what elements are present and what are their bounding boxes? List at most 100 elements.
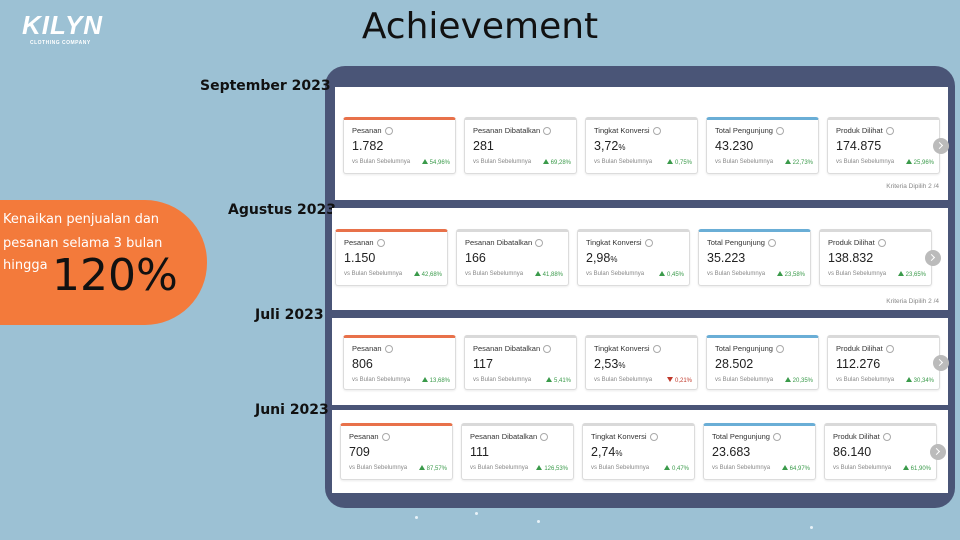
- metric-value: 112.276: [836, 357, 881, 371]
- metric-label: Produk Dilihat: [836, 344, 894, 354]
- change-value: 87,57%: [426, 466, 447, 472]
- metric-compare: vs Bulan Sebelumnya: [465, 271, 524, 277]
- metric-card: Produk Dilihat 112.276 vs Bulan Sebelumnya…: [827, 335, 940, 390]
- metric-change: 13,68%: [421, 377, 450, 384]
- change-value: 54,96%: [429, 160, 450, 166]
- metric-card: Produk Dilihat 174.875 vs Bulan Sebelumnya…: [827, 117, 940, 174]
- help-icon: [652, 345, 661, 354]
- next-button[interactable]: [933, 137, 949, 154]
- change-value: 20,35%: [792, 378, 813, 384]
- metric-compare: vs Bulan Sebelumnya: [591, 465, 650, 471]
- help-icon: [540, 433, 549, 442]
- decoration: [537, 520, 540, 523]
- metric-change: 22,73%: [784, 159, 813, 166]
- metric-label: Total Pengunjung: [715, 344, 784, 354]
- metric-label: Pesanan Dibatalkan: [473, 126, 552, 136]
- metric-card: Pesanan 1.782 vs Bulan Sebelumnya 54,96%: [343, 117, 456, 174]
- metric-value: 117: [473, 357, 493, 371]
- metric-label: Pesanan: [349, 432, 390, 442]
- metric-value: 3,72%: [594, 139, 626, 153]
- metric-card: Pesanan Dibatalkan 117 vs Bulan Sebelumnya…: [464, 335, 577, 390]
- metric-label: Total Pengunjung: [707, 238, 776, 248]
- metric-compare: vs Bulan Sebelumnya: [833, 465, 892, 471]
- metric-compare: vs Bulan Sebelumnya: [828, 271, 887, 277]
- help-icon: [877, 239, 886, 248]
- trend-arrow: [784, 159, 791, 164]
- metric-card: Pesanan Dibatalkan 166 vs Bulan Sebelumnya…: [456, 229, 569, 286]
- metric-value: 86.140: [833, 445, 872, 459]
- change-value: 5,41%: [553, 378, 571, 384]
- next-button[interactable]: [930, 443, 946, 460]
- metric-change: 0,47%: [663, 465, 689, 472]
- metric-compare: vs Bulan Sebelumnya: [586, 271, 645, 277]
- metric-compare: vs Bulan Sebelumnya: [712, 465, 771, 471]
- trend-arrow: [421, 377, 428, 382]
- change-value: 22,73%: [792, 160, 813, 166]
- next-button[interactable]: [933, 354, 949, 371]
- metric-card: Pesanan Dibatalkan 281 vs Bulan Sebelumnya…: [464, 117, 577, 174]
- metric-change: 64,97%: [781, 465, 810, 472]
- metric-label: Produk Dilihat: [828, 238, 886, 248]
- change-value: 126,53%: [544, 466, 568, 472]
- metric-label: Pesanan Dibatalkan: [473, 344, 552, 354]
- metric-label: Produk Dilihat: [833, 432, 891, 442]
- metric-value: 43.230: [715, 139, 754, 153]
- metric-label: Total Pengunjung: [712, 432, 781, 442]
- metric-value: 111: [470, 445, 490, 459]
- metric-card: Total Pengunjung 28.502 vs Bulan Sebelumny…: [706, 335, 819, 390]
- help-icon: [772, 433, 781, 442]
- metric-card: Tingkat Konversi 3,72% vs Bulan Sebelumnya…: [585, 117, 698, 174]
- help-icon: [885, 345, 894, 354]
- metric-value: 1.150: [344, 251, 376, 265]
- trend-arrow: [545, 377, 552, 382]
- metric-change: 69,28%: [542, 159, 571, 166]
- help-icon: [543, 345, 552, 354]
- metric-compare: vs Bulan Sebelumnya: [715, 159, 774, 165]
- change-value: 23,65%: [905, 272, 926, 278]
- metric-label: Pesanan: [352, 344, 393, 354]
- change-value: 0,47%: [671, 466, 689, 472]
- metric-label: Pesanan Dibatalkan: [465, 238, 544, 248]
- help-icon: [384, 127, 393, 136]
- trend-arrow: [542, 159, 549, 164]
- metric-change: 5,41%: [545, 377, 571, 384]
- next-button[interactable]: [925, 249, 941, 266]
- criteria-text: Kriteria Dipilih 2 /4: [886, 298, 939, 305]
- metric-value: 166: [465, 251, 486, 265]
- metric-change: 42,68%: [413, 271, 442, 278]
- callout-line: Kenaikan penjualan dan: [3, 212, 160, 227]
- metric-change: 126,53%: [536, 465, 568, 472]
- callout: [0, 200, 207, 325]
- trend-arrow: [905, 377, 912, 382]
- metric-value: 28.502: [715, 357, 754, 371]
- month-label: Agustus 2023: [228, 202, 336, 218]
- metric-value: 174.875: [836, 139, 882, 153]
- decoration: [810, 526, 813, 529]
- help-icon: [652, 127, 661, 136]
- trend-arrow: [784, 377, 791, 382]
- metric-change: 23,65%: [897, 271, 926, 278]
- metric-compare: vs Bulan Sebelumnya: [836, 377, 895, 383]
- trend-arrow: [536, 465, 543, 470]
- metric-change: 41,88%: [534, 271, 563, 278]
- metric-value: 35.223: [707, 251, 746, 265]
- metric-change: 30,34%: [905, 377, 934, 384]
- metric-value: 806: [352, 357, 373, 371]
- trend-arrow: [902, 465, 909, 470]
- trend-arrow: [666, 159, 673, 164]
- trend-arrow: [534, 271, 541, 276]
- decoration: [475, 512, 478, 515]
- metric-label: Tingkat Konversi: [594, 126, 661, 136]
- metric-label: Total Pengunjung: [715, 126, 784, 136]
- metric-compare: vs Bulan Sebelumnya: [352, 377, 411, 383]
- metric-value: 23.683: [712, 445, 751, 459]
- trend-arrow: [897, 271, 904, 276]
- metric-value: 2,74%: [591, 445, 623, 459]
- change-value: 64,97%: [789, 466, 810, 472]
- metric-value: 709: [349, 445, 370, 459]
- help-icon: [882, 433, 891, 442]
- metric-compare: vs Bulan Sebelumnya: [473, 377, 532, 383]
- month-label: September 2023: [200, 78, 331, 94]
- metric-change: 61,90%: [902, 465, 931, 472]
